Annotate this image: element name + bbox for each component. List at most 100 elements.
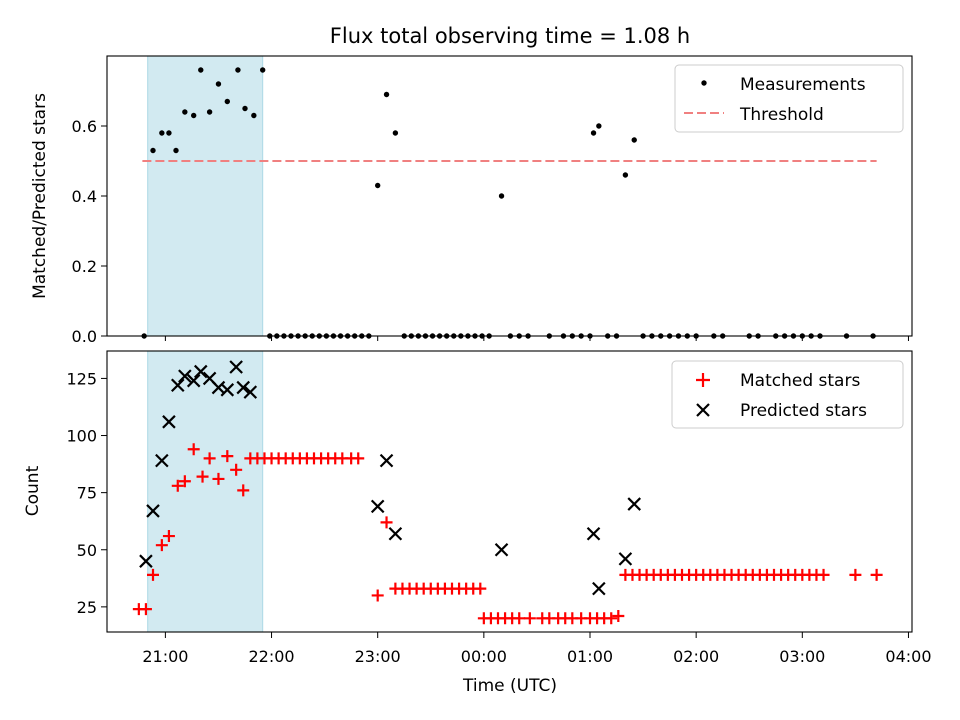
matched-star-point — [162, 530, 175, 543]
matched-star-point — [147, 568, 159, 581]
matched-star-point — [221, 450, 234, 463]
measurement-point — [631, 137, 637, 143]
bottom-x-axis: 21:00 22:00 23:00 00:00 01:00 02:00 03:00 04:00 — [142, 632, 932, 666]
top-y-axis-label: Matched/Predicted stars — [30, 93, 50, 299]
predicted-star-point — [618, 552, 633, 566]
measurement-point — [182, 109, 188, 115]
top-panel-shaded-region — [147, 55, 264, 337]
matched-star-point — [203, 452, 216, 465]
predicted-star-point — [220, 383, 235, 397]
measurement-point — [166, 130, 172, 136]
bottom-x-tick-label: 02:00 — [673, 647, 719, 666]
bottom-legend-box — [671, 360, 904, 429]
matched-star-point — [196, 470, 209, 483]
measurement-point — [590, 130, 597, 136]
legend-marker-predicted-stars — [696, 403, 710, 417]
matched-star-point — [605, 612, 618, 625]
bottom-x-tick-label: 21:00 — [142, 647, 188, 666]
legend-label-measurements: Measurements — [740, 75, 866, 95]
predicted-star-point — [170, 378, 185, 393]
predicted-star-point — [388, 526, 403, 541]
bottom-points — [132, 360, 883, 625]
bottom-x-tick-label: 03:00 — [779, 647, 825, 666]
bottom-y-tick-label: 125 — [66, 369, 97, 388]
x-axis-label: Time (UTC) — [462, 676, 557, 696]
measurement-point — [622, 172, 629, 178]
matched-star-point — [352, 452, 365, 465]
top-y-axis: 0.0 0.2 0.4 0.6 — [72, 117, 107, 346]
measurement-point — [259, 67, 266, 73]
top-y-tick-label: 0.4 — [72, 187, 97, 206]
matched-star-point — [230, 463, 243, 476]
predicted-star-point — [178, 369, 192, 383]
top-legend: Measurements Threshold — [674, 64, 904, 133]
predicted-star-point — [229, 360, 243, 374]
measurement-point — [173, 147, 179, 154]
legend-label-threshold: Threshold — [739, 105, 824, 125]
matched-star-point — [371, 589, 384, 602]
measurement-point — [198, 67, 204, 73]
measurement-point — [498, 193, 505, 199]
measurement-point — [383, 91, 390, 98]
bottom-y-tick-label: 75 — [77, 484, 97, 503]
bottom-y-tick-label: 100 — [66, 427, 97, 446]
legend-marker-measurements — [701, 80, 707, 86]
legend-label-predicted-stars: Predicted stars — [740, 401, 867, 421]
top-y-tick-label: 0.2 — [72, 257, 97, 276]
bottom-x-tick-label: 01:00 — [567, 647, 613, 666]
bottom-x-tick-label: 00:00 — [461, 647, 507, 666]
bottom-y-axis-label: Count — [23, 465, 43, 516]
measurement-point — [150, 147, 156, 154]
bottom-y-tick-label: 25 — [77, 598, 97, 617]
bottom-y-axis: 25 50 75 100 125 — [66, 369, 107, 617]
top-y-tick-label: 0.0 — [72, 327, 97, 346]
bottom-panel-shaded-region — [147, 350, 264, 633]
bottom-legend: Matched stars Predicted stars — [671, 360, 904, 429]
matched-star-point — [817, 568, 830, 581]
measurement-point — [242, 105, 248, 112]
measurement-point — [374, 182, 381, 189]
bottom-x-tick-label: 22:00 — [248, 647, 294, 666]
matched-star-point — [870, 568, 883, 581]
bottom-panel-frame — [106, 350, 913, 633]
predicted-star-point — [627, 497, 642, 511]
matched-star-point — [513, 612, 526, 625]
bottom-x-tick-label: 23:00 — [355, 647, 401, 666]
matched-star-point — [212, 472, 225, 485]
top-y-tick-label: 0.6 — [72, 117, 97, 136]
matched-star-point — [474, 582, 487, 595]
predicted-star-point — [236, 380, 251, 395]
matched-star-point — [139, 603, 152, 616]
matched-star-point — [849, 568, 862, 581]
predicted-star-point — [162, 415, 176, 429]
bottom-y-tick-label: 50 — [77, 541, 97, 560]
top-x-ticks — [164, 336, 909, 341]
chart-title: Flux total observing time = 1.08 h — [330, 24, 690, 48]
matched-star-point — [178, 475, 191, 488]
measurement-point — [159, 130, 165, 136]
predicted-star-point — [370, 499, 385, 514]
predicted-star-point — [243, 385, 258, 399]
matched-star-point — [171, 479, 184, 492]
measurement-point — [224, 98, 231, 105]
measurement-point — [251, 112, 257, 119]
measurement-point — [206, 109, 213, 115]
measurement-point — [215, 81, 222, 87]
measurement-point — [392, 130, 399, 136]
predicted-star-point — [139, 554, 153, 568]
matched-star-point — [237, 484, 250, 497]
predicted-star-point — [586, 526, 601, 541]
predicted-star-point — [592, 581, 606, 596]
predicted-star-point — [146, 504, 160, 518]
predicted-star-point — [379, 453, 394, 468]
bottom-panel: 25 50 75 100 125 21:00 22:00 23:00 00:00 01:00 02… — [23, 350, 932, 696]
predicted-star-point — [494, 542, 509, 557]
predicted-star-point — [193, 364, 208, 379]
matched-star-point — [612, 610, 625, 623]
measurement-point — [190, 112, 197, 119]
bottom-x-tick-label: 04:00 — [885, 647, 931, 666]
measurement-point — [596, 123, 602, 129]
legend-label-matched-stars: Matched stars — [740, 371, 860, 391]
matched-star-point — [380, 516, 393, 529]
